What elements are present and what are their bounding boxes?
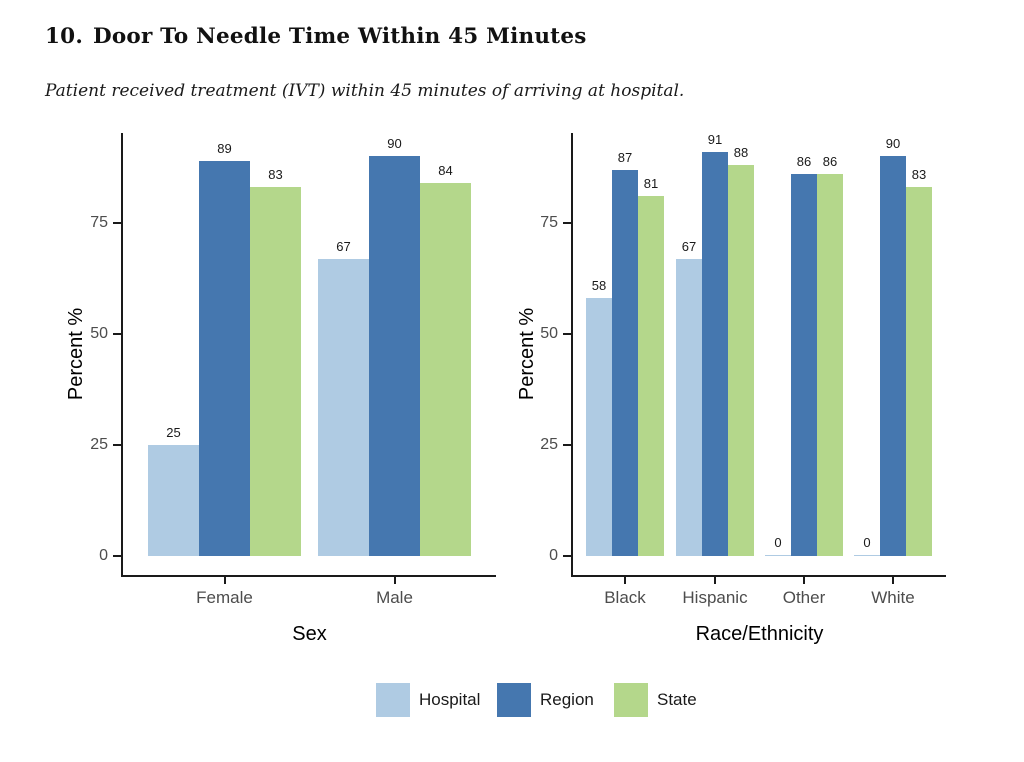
legend-swatch-state (614, 683, 648, 717)
x-axis-title-sex: Sex (292, 623, 327, 645)
bar-region-white (880, 156, 906, 556)
bar-state-black (638, 196, 664, 556)
bar-hospital-male (318, 258, 369, 556)
legend-label-region: Region (540, 690, 594, 709)
x-category-label-hispanic: Hispanic (682, 588, 748, 607)
value-label-hospital-white: 0 (863, 534, 871, 550)
y-tick-label: 25 (90, 436, 108, 453)
bar-state-female (250, 187, 301, 556)
legend-item-region: Region (497, 683, 594, 717)
legend-label-state: State (657, 690, 697, 709)
y-tick-label: 0 (549, 547, 558, 564)
legend-item-hospital: Hospital (376, 683, 480, 717)
y-tick (563, 555, 571, 557)
value-label-hospital-black: 58 (591, 278, 607, 294)
x-axis-title-race-ethnicity: Race/Ethnicity (695, 623, 824, 645)
bar-state-male (420, 183, 471, 556)
bar-hospital-white (854, 554, 880, 556)
y-tick-label: 0 (99, 547, 108, 564)
value-label-region-female: 89 (217, 140, 232, 156)
y-tick-label: 50 (540, 325, 558, 342)
value-label-state-other: 86 (822, 154, 838, 170)
bar-region-black (612, 169, 638, 556)
y-tick-label: 25 (540, 436, 558, 453)
bar-region-hispanic (702, 151, 728, 556)
bar-state-hispanic (728, 165, 754, 556)
value-label-region-male: 90 (387, 136, 402, 152)
bar-hospital-other (765, 554, 791, 556)
y-tick-label: 50 (90, 325, 108, 342)
y-tick-label: 75 (90, 214, 108, 231)
y-tick-label: 75 (540, 214, 558, 231)
x-axis-line (121, 575, 496, 577)
y-tick (113, 333, 121, 335)
legend-swatch-hospital (376, 683, 410, 717)
y-axis-line (571, 133, 573, 577)
value-label-state-white: 83 (911, 167, 927, 183)
value-label-state-black: 81 (643, 176, 659, 192)
value-label-region-white: 90 (885, 136, 901, 152)
y-tick (563, 444, 571, 446)
value-label-hospital-hispanic: 67 (681, 238, 697, 254)
x-tick (892, 577, 894, 584)
y-axis-line (121, 133, 123, 577)
x-tick (803, 577, 805, 584)
y-tick (563, 222, 571, 224)
x-category-label-white: White (871, 588, 915, 607)
value-label-state-hispanic: 88 (733, 145, 749, 161)
chart-title-text: Door To Needle Time Within 45 Minutes (93, 24, 587, 49)
x-category-label-male: Male (376, 588, 413, 607)
legend-item-state: State (614, 683, 697, 717)
y-tick (113, 444, 121, 446)
value-label-hospital-male: 67 (336, 238, 351, 254)
x-tick (714, 577, 716, 584)
bar-state-other (817, 174, 843, 556)
bar-hospital-hispanic (676, 258, 702, 556)
bar-hospital-female (148, 445, 199, 556)
value-label-hospital-female: 25 (166, 425, 181, 440)
x-tick (393, 577, 396, 584)
value-label-state-male: 84 (438, 163, 453, 179)
value-label-region-other: 86 (796, 154, 812, 170)
x-axis-line (571, 575, 946, 577)
value-label-region-black: 87 (617, 149, 633, 165)
y-tick (563, 333, 571, 335)
y-tick (113, 555, 121, 557)
value-label-state-female: 83 (268, 167, 283, 183)
chart-subtitle: Patient received treatment (IVT) within … (45, 81, 685, 101)
bar-region-male (369, 156, 420, 556)
bar-hospital-black (586, 298, 612, 556)
legend-label-hospital: Hospital (419, 690, 481, 709)
bar-state-white (906, 187, 932, 556)
value-label-hospital-other: 0 (774, 534, 782, 550)
x-tick (223, 577, 226, 584)
x-category-label-other: Other (782, 588, 826, 607)
chart-title: 10. Door To Needle Time Within 45 Minutes (45, 24, 587, 49)
y-tick (113, 222, 121, 224)
x-category-label-black: Black (604, 588, 646, 607)
x-tick (624, 577, 626, 584)
legend-swatch-region (497, 683, 531, 717)
chart-title-number: 10. (45, 24, 84, 49)
value-label-region-hispanic: 91 (707, 131, 723, 147)
bar-region-other (791, 174, 817, 556)
bar-region-female (199, 160, 250, 556)
x-category-label-female: Female (196, 588, 253, 607)
